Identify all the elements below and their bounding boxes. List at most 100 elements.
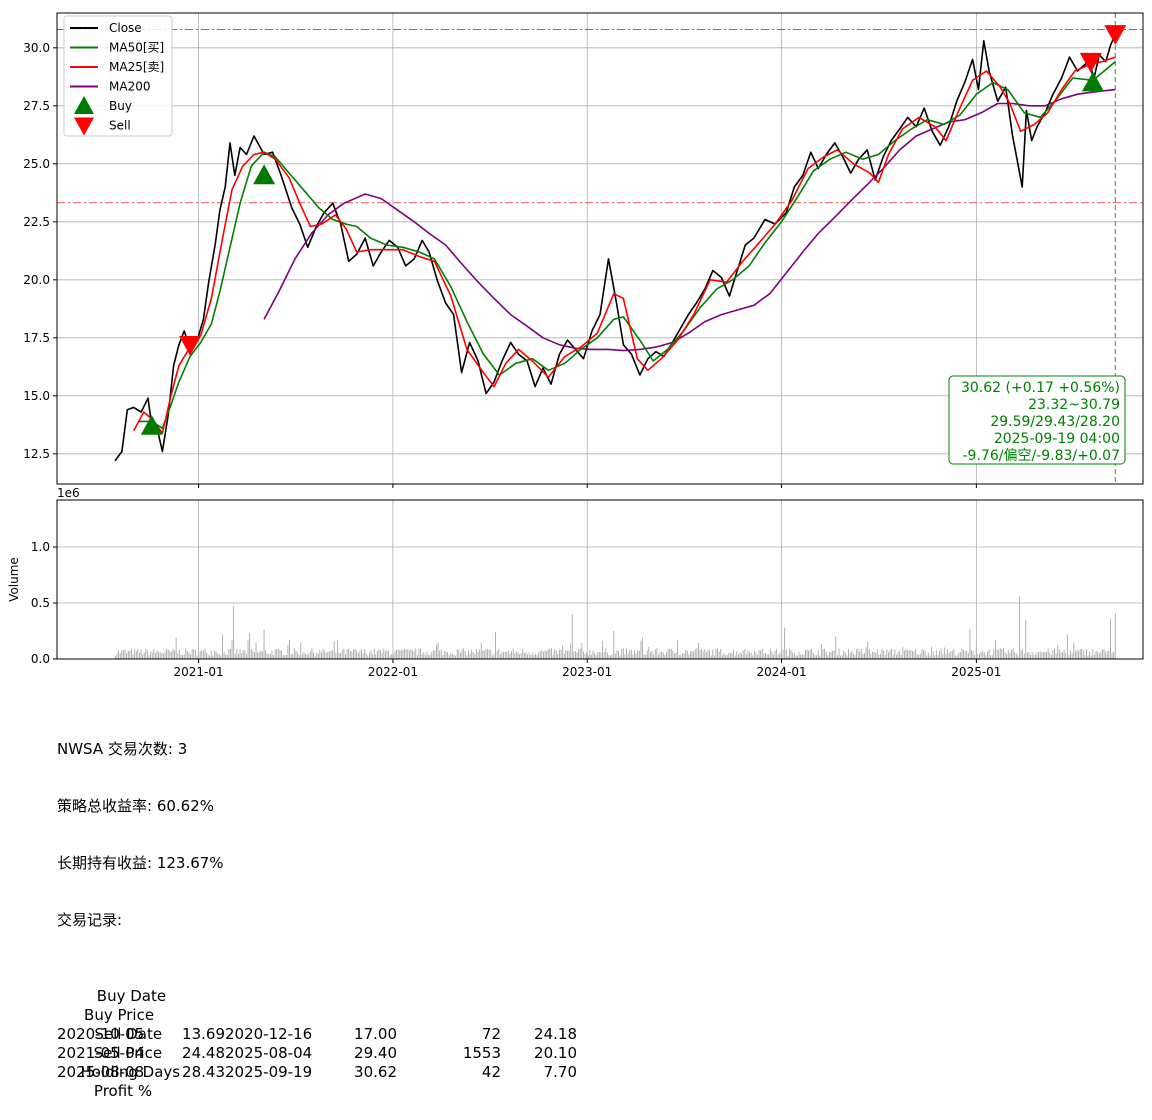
info-line-3: 2025-09-19 04:00: [994, 431, 1120, 447]
volume-bar-474: [872, 651, 873, 659]
volume-bar-342: [661, 651, 663, 659]
volume-bar-475: [873, 651, 875, 659]
volume-bar-382: [725, 655, 726, 659]
volume-bar-439: [816, 655, 817, 659]
volume-bar-532: [964, 651, 966, 659]
volume-bar-327: [637, 649, 639, 659]
volume-bar-600: [1073, 642, 1075, 659]
volume-bar-554: [999, 648, 1001, 659]
volume-bar-264: [536, 654, 538, 659]
volume-bar-9: [129, 650, 131, 659]
volume-bar-122: [309, 651, 311, 659]
volume-bar-184: [408, 650, 410, 659]
volume-bar-136: [332, 650, 334, 659]
volume-bar-35: [170, 651, 172, 659]
volume-bar-81: [244, 650, 246, 659]
volume-bar-555: [1001, 649, 1003, 659]
sell-marker-1: [1079, 52, 1102, 73]
volume-bar-230: [482, 650, 484, 659]
volume-axes-frame: [56, 499, 1144, 660]
volume-bar-348: [670, 649, 672, 659]
volume-bar-78: [239, 649, 241, 659]
volume-bar-93: [263, 629, 265, 659]
volume-bar-577: [1036, 652, 1038, 659]
volume-bar-321: [627, 653, 629, 659]
col-buy-price: Buy Price: [84, 1006, 155, 1024]
volume-bar-176: [396, 649, 397, 659]
volume-bar-500: [913, 651, 915, 659]
volume-bar-4: [121, 650, 123, 659]
volume-bar-304: [600, 652, 602, 659]
volume-bar-67: [222, 634, 223, 659]
volume-bar-284: [568, 650, 570, 659]
volume-bar-493: [902, 647, 904, 659]
volume-bar-459: [848, 649, 849, 659]
volume-bar-73: [231, 639, 233, 659]
volume-bar-94: [265, 650, 266, 659]
volume-bar-621: [1106, 650, 1108, 659]
volume-bar-266: [539, 651, 541, 659]
info-line-1: 23.32~30.79: [1028, 397, 1120, 413]
volume-bar-504: [919, 654, 921, 659]
price-ytick-label-2: 17.5: [23, 331, 50, 345]
volume-bar-234: [488, 649, 490, 659]
volume-bar-541: [979, 653, 980, 659]
volume-bar-374: [712, 650, 714, 659]
volume-bar-43: [183, 654, 185, 659]
volume-bar-422: [789, 648, 790, 659]
volume-bar-402: [757, 655, 758, 659]
volume-bar-180: [402, 649, 404, 659]
trade-table-header: Buy Date Buy Price Sell Date Sell Price …: [57, 968, 577, 1100]
volume-bar-326: [635, 653, 637, 659]
volume-bar-119: [305, 654, 306, 659]
volume-bar-108: [287, 644, 289, 659]
volume-bar-441: [819, 655, 821, 659]
volume-bar-6: [124, 649, 126, 659]
volume-bar-540: [977, 654, 979, 659]
volume-bar-545: [985, 655, 987, 659]
volume-bar-123: [311, 648, 313, 659]
volume-bar-39: [177, 653, 179, 659]
legend-box: [63, 15, 173, 137]
volume-bar-114: [297, 652, 298, 659]
price-ytick-label-6: 27.5: [23, 99, 50, 113]
volume-bar-163: [375, 654, 377, 659]
volume-bar-330: [642, 637, 643, 659]
volume-bar-44: [185, 648, 187, 659]
volume-bar-473: [870, 653, 872, 659]
trade-report: NWSA 交易次数: 3 策略总收益率: 60.62% 长期持有收益: 123.…: [57, 702, 577, 1101]
volume-bar-365: [698, 643, 699, 659]
volume-bar-182: [405, 649, 407, 659]
volume-bar-290: [578, 649, 580, 659]
volume-bar-516: [939, 650, 940, 659]
volume-bar-405: [761, 648, 763, 659]
volume-bar-155: [362, 653, 364, 659]
volume-bar-271: [547, 649, 549, 659]
volume-bar-120: [306, 654, 308, 659]
volume-bar-250: [514, 653, 516, 659]
volume-bar-409: [768, 654, 770, 659]
volume-bar-100: [274, 649, 276, 659]
volume-bar-169: [384, 651, 386, 659]
volume-bar-380: [721, 655, 723, 659]
volume-bar-440: [817, 650, 819, 659]
volume-bar-418: [782, 649, 784, 659]
volume-bar-319: [624, 654, 626, 659]
trade-cell-0: 2021-05-04: [57, 1044, 145, 1062]
volume-bar-424: [792, 652, 794, 659]
volume-bar-310: [610, 655, 611, 659]
volume-bar-291: [579, 648, 581, 659]
volume-bar-387: [733, 649, 734, 659]
trade-cell-1: 24.48: [182, 1044, 225, 1062]
volume-bar-189: [416, 655, 418, 659]
volume-bar-322: [629, 649, 631, 659]
volume-bar-103: [279, 650, 281, 659]
volume-bar-16: [140, 649, 142, 659]
volume-bar-316: [619, 655, 621, 659]
volume-bar-517: [940, 648, 942, 659]
volume-bar-419: [784, 627, 786, 659]
volume-bar-51: [196, 655, 198, 659]
volume-bar-372: [709, 650, 710, 659]
volume-bar-528: [958, 653, 960, 659]
volume-bar-260: [530, 655, 532, 659]
